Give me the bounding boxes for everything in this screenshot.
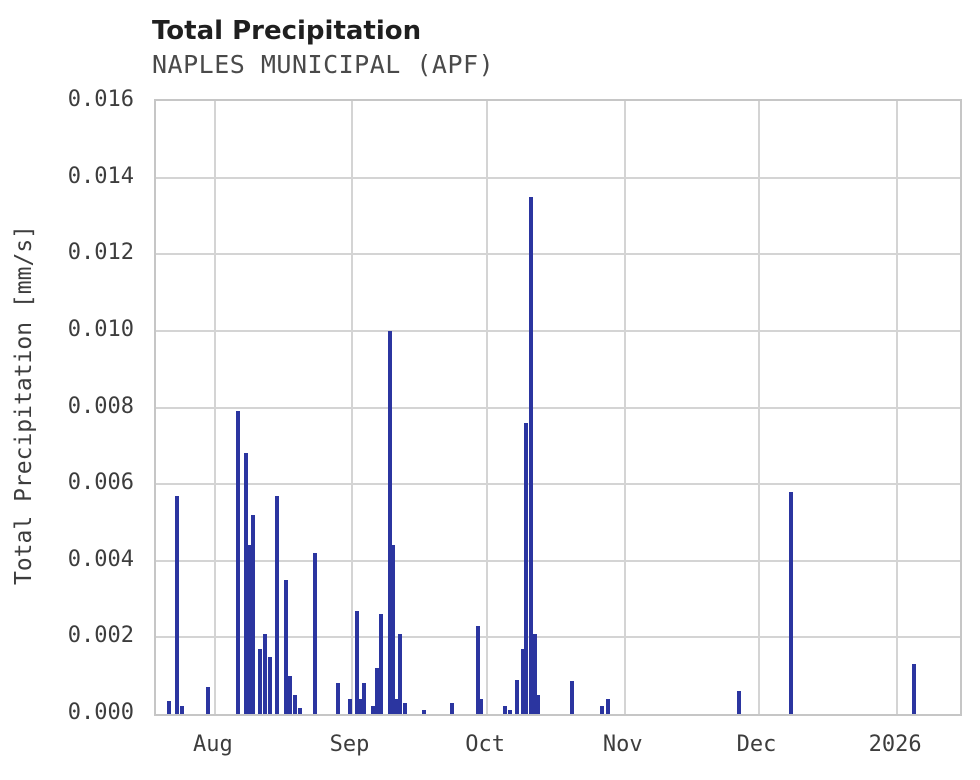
precip-bar [293, 695, 297, 714]
y-tick-label: 0.002 [67, 623, 134, 649]
precip-bar [375, 668, 379, 714]
precip-bar [268, 657, 272, 714]
gridline-vertical [213, 101, 216, 714]
gridline-horizontal [156, 483, 960, 486]
precip-bar [359, 699, 363, 714]
precip-bar [529, 197, 533, 714]
x-tick-label: 2026 [868, 732, 922, 757]
gridline-vertical [350, 101, 353, 714]
precip-bar [533, 634, 537, 714]
y-tick-label: 0.006 [67, 470, 134, 496]
y-tick-label: 0.016 [67, 87, 134, 112]
precip-bar [288, 676, 292, 714]
precip-bar [600, 706, 604, 714]
gridline-horizontal [156, 329, 960, 332]
precip-bar [403, 703, 407, 714]
gridline-vertical [896, 101, 899, 714]
precip-bar [503, 706, 507, 714]
gridline-vertical [757, 101, 760, 714]
precip-bar [521, 649, 525, 714]
precip-bar [450, 703, 454, 714]
precip-bar [508, 710, 512, 714]
precip-bar [398, 634, 402, 714]
precip-bar [606, 699, 610, 714]
precip-bar [348, 699, 352, 714]
gridline-horizontal [156, 559, 960, 562]
precip-bar [313, 553, 317, 714]
precip-bar [175, 496, 179, 714]
chart-title: Total Precipitation [152, 16, 422, 46]
precip-bar [244, 453, 248, 714]
gridline-horizontal [156, 176, 960, 179]
precip-bar [388, 331, 392, 714]
x-tick-label: Aug [192, 732, 233, 757]
precip-bar [379, 614, 383, 714]
y-tick-label: 0.012 [67, 240, 134, 266]
gridline-horizontal [156, 406, 960, 409]
precip-bar [206, 687, 210, 714]
precip-bar [515, 680, 519, 714]
y-tick-label: 0.014 [67, 163, 134, 189]
precip-bar [536, 695, 540, 714]
precip-bar [258, 649, 262, 714]
precip-bar [284, 580, 288, 714]
gridline-horizontal [156, 636, 960, 639]
precip-bar [247, 545, 251, 714]
precip-bar [275, 496, 279, 714]
plot-area [154, 99, 962, 716]
precip-bar [371, 706, 375, 714]
precip-bar [394, 699, 398, 714]
precip-bar [422, 710, 426, 714]
precip-bar [912, 664, 916, 714]
gridline-vertical [486, 101, 489, 714]
x-tick-label: Dec [736, 732, 777, 757]
precip-bar [251, 515, 255, 714]
precip-bar [355, 611, 359, 714]
precip-bar [479, 699, 483, 714]
gridline-horizontal [156, 253, 960, 256]
precip-bar [362, 683, 366, 714]
precip-bar [167, 701, 171, 714]
precip-bar [570, 681, 574, 714]
y-tick-label: 0.010 [67, 316, 134, 342]
y-tick-label: 0.000 [67, 700, 134, 725]
precip-bar [263, 634, 267, 714]
y-tick-label: 0.004 [67, 546, 134, 572]
x-tick-label: Oct [465, 732, 506, 757]
precip-bar [476, 626, 480, 714]
precip-bar [737, 691, 741, 714]
precip-bar [298, 708, 302, 714]
precip-bar [524, 423, 528, 714]
gridline-vertical [623, 101, 626, 714]
chart-subtitle: NAPLES MUNICIPAL (APF) [152, 50, 495, 79]
y-tick-label: 0.008 [67, 393, 134, 419]
x-tick-label: Nov [602, 732, 643, 757]
precip-bar [180, 706, 184, 714]
precip-bar [336, 683, 340, 714]
x-tick-label: Sep [329, 732, 370, 757]
precip-bar [789, 492, 793, 714]
precip-bar [391, 545, 395, 714]
precip-bar [236, 411, 240, 714]
